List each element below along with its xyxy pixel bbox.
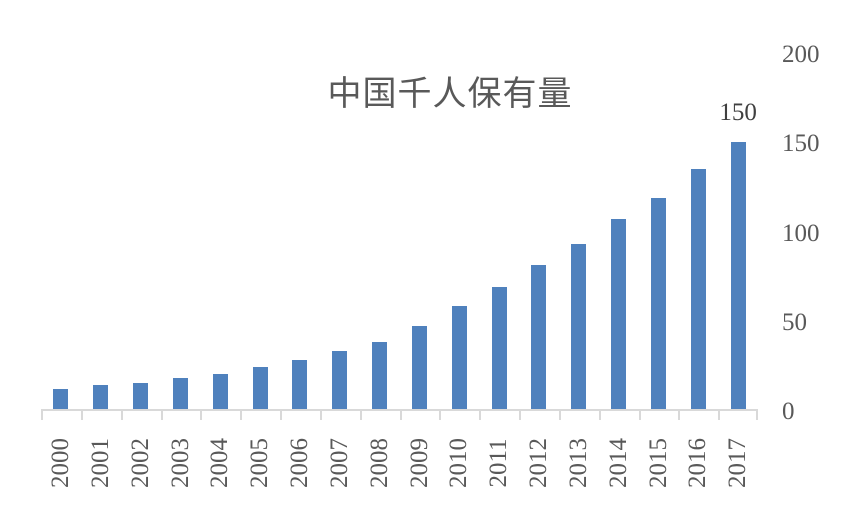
x-tick-label: 2014 (604, 438, 632, 488)
x-tick (319, 410, 322, 420)
x-tick (598, 410, 601, 420)
x-tick (120, 410, 123, 420)
y-tick-label: 150 (782, 130, 820, 158)
x-tick (439, 410, 442, 420)
bar-2008 (372, 342, 388, 410)
bar-2016 (690, 169, 706, 410)
bar-2017 (730, 142, 746, 410)
bar-2010 (451, 306, 467, 410)
x-tick (519, 410, 521, 420)
x-tick (756, 410, 758, 420)
x-tick-label: 2002 (126, 438, 154, 488)
x-tick-label: 2005 (246, 438, 274, 488)
x-tick (80, 410, 83, 420)
x-tick (399, 410, 402, 420)
bar-2011 (491, 286, 507, 410)
x-tick-label: 2016 (684, 438, 712, 488)
x-tick-label: 2007 (325, 438, 353, 488)
x-tick-label: 2001 (86, 438, 114, 488)
x-tick-label: 2006 (286, 438, 313, 488)
data-label: 150 (719, 99, 757, 127)
x-tick-label: 2009 (405, 438, 433, 488)
x-tick-label: 2003 (166, 438, 194, 488)
x-tick (558, 410, 561, 420)
x-tick-label: 2015 (644, 438, 672, 488)
x-tick (479, 410, 482, 420)
x-tick-label: 2008 (365, 438, 393, 488)
bar-2009 (411, 326, 427, 410)
y-tick-label: 200 (782, 41, 820, 68)
y-tick-label: 50 (782, 308, 807, 336)
x-tick (359, 410, 362, 420)
bar-2015 (650, 197, 666, 410)
bar-2001 (93, 385, 109, 410)
bar-2005 (252, 367, 268, 410)
x-tick (678, 410, 681, 420)
x-tick (638, 410, 641, 420)
bar-2007 (332, 351, 348, 410)
bar-2000 (53, 388, 69, 410)
x-tick-label: 2012 (525, 438, 552, 488)
plot-area (41, 53, 758, 410)
bar-2006 (292, 360, 308, 410)
x-tick-label: 2013 (564, 438, 592, 488)
x-tick (280, 410, 282, 420)
x-tick-label: 2000 (47, 438, 74, 488)
x-tick-label: 2011 (485, 438, 513, 488)
bar-2014 (611, 219, 627, 410)
x-tick (718, 410, 721, 420)
x-tick (41, 410, 43, 420)
bar-2004 (212, 374, 228, 410)
x-tick (240, 410, 243, 420)
x-tick-label: 2017 (724, 438, 752, 488)
y-tick-label: 0 (782, 398, 795, 425)
x-tick-label: 2010 (445, 438, 473, 488)
x-tick-label: 2004 (206, 438, 234, 488)
x-tick (160, 410, 163, 420)
chart-title: 中国千人保有量 (327, 74, 573, 114)
bar-2013 (571, 244, 587, 410)
bar-2012 (531, 265, 547, 410)
x-tick (200, 410, 203, 420)
bar-2002 (133, 383, 149, 410)
bar-2003 (172, 377, 188, 410)
y-tick-label: 100 (782, 219, 820, 247)
